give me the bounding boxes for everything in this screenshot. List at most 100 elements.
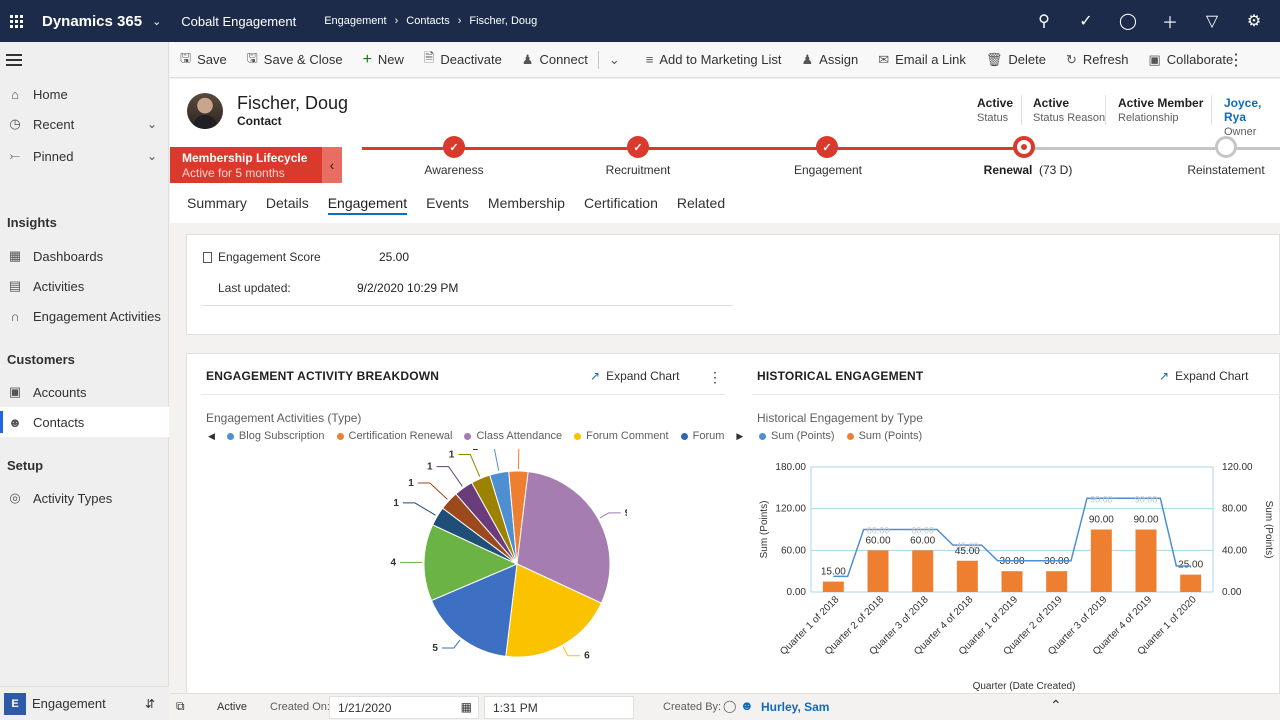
stage-awareness[interactable]: Awareness [424, 163, 484, 177]
tab-engagement[interactable]: Engagement [327, 183, 408, 223]
app-module-name[interactable]: Cobalt Engagement [181, 13, 297, 29]
pie-slice[interactable] [516, 471, 611, 604]
app-name[interactable]: Dynamics 365 [42, 12, 143, 30]
deactivate-button[interactable]: 🗎 Deactivate [424, 49, 502, 71]
stage-check-icon[interactable]: ✓ [816, 136, 838, 158]
open-in-window-icon[interactable]: ⧉ [176, 699, 185, 713]
stage-recruitment[interactable]: Recruitment [605, 163, 671, 177]
nav-item-pinned[interactable]: ⤚ Pinned ⌄ [0, 141, 169, 171]
area-switcher[interactable]: E Engagement ⇵ [0, 686, 169, 720]
filter-icon[interactable]: ▽ [1205, 13, 1219, 30]
combo-bar-line-chart[interactable]: 0.00 60.00 120.00 180.00 0.00 40.00 80.00 120.0… [752, 449, 1280, 694]
bar[interactable] [1046, 571, 1068, 592]
pie-leader-line [436, 466, 463, 487]
task-icon[interactable]: ✓ [1079, 13, 1093, 30]
created-by-link[interactable]: Hurley, Sam [761, 700, 830, 714]
chevron-down-icon[interactable]: ⌄ [146, 149, 157, 163]
stage-renewal[interactable]: Renewal (73 D) [984, 163, 1073, 177]
settings-icon[interactable]: ⚙ [1246, 13, 1262, 30]
connect-dropdown-button[interactable]: ⌄ [609, 52, 626, 68]
calendar-icon[interactable]: ▦ [460, 700, 472, 714]
chevron-left-icon[interactable]: ‹ [322, 147, 342, 183]
delete-button[interactable]: 🗑 Delete [986, 52, 1046, 68]
legend-item[interactable]: Forum [680, 430, 724, 442]
collaborate-button[interactable]: ▣ Collaborate [1148, 52, 1233, 68]
tab-events[interactable]: Events [426, 195, 469, 211]
more-options-icon[interactable]: ⋮ [708, 369, 722, 385]
bar[interactable] [1001, 571, 1023, 592]
legend-item[interactable]: Blog Subscription [226, 430, 325, 442]
stage-check-icon[interactable]: ✓ [627, 136, 649, 158]
plus-icon[interactable]: ＋ [1161, 15, 1178, 32]
search-icon[interactable]: ⚲ [1038, 13, 1050, 30]
nav-item-dashboards[interactable]: ▦ Dashboards [0, 241, 169, 271]
pie-slice[interactable] [505, 563, 603, 658]
nav-item-contacts[interactable]: ☻ Contacts [0, 407, 169, 437]
nav-item-accounts[interactable]: ▣ Accounts [0, 377, 169, 407]
more-commands-icon[interactable]: ⋮ [1228, 51, 1244, 69]
created-on-time-field[interactable]: 1:31 PM [484, 696, 634, 719]
legend-item[interactable]: Forum Comment [574, 430, 669, 442]
tab-membership[interactable]: Membership [487, 195, 565, 211]
new-button[interactable]: + New [363, 51, 404, 69]
expand-chart-button[interactable]: ↗ Expand Chart [590, 369, 679, 383]
app-launcher-icon[interactable] [0, 0, 32, 42]
chevron-down-icon[interactable]: ⌄ [152, 15, 162, 28]
pie-slice[interactable] [423, 524, 519, 602]
hamburger-menu-icon[interactable] [6, 54, 22, 66]
legend-item[interactable]: Sum (Points) [846, 430, 922, 442]
stage-reinstatement[interactable]: Reinstatement [1187, 163, 1265, 177]
nav-item-activity-types[interactable]: ◎ Activity Types [0, 483, 169, 513]
chevron-updown-icon[interactable]: ⇵ [144, 696, 155, 711]
nav-item-activities[interactable]: ▤ Activities [0, 271, 169, 301]
divider [752, 394, 1280, 395]
legend-item[interactable]: Sum (Points) [759, 430, 835, 442]
legend-next-icon[interactable]: ▶ [736, 430, 744, 441]
refresh-button[interactable]: ↻ Refresh [1066, 52, 1128, 68]
pie-chart[interactable]: 1196541111 [327, 449, 627, 694]
process-flag[interactable]: Membership Lifecycle Active for 5 months… [170, 147, 342, 183]
stage-check-icon[interactable]: ✓ [443, 136, 465, 158]
connect-button[interactable]: ♟ Connect [522, 52, 588, 68]
breadcrumb-item[interactable]: Contacts [406, 15, 450, 27]
nav-item-recent[interactable]: ◷ Recent ⌄ [0, 109, 169, 139]
tab-details[interactable]: Details [265, 195, 309, 211]
header-field-status-reason: Active Status Reason [1033, 96, 1105, 124]
bar[interactable] [956, 560, 978, 592]
stage-engagement[interactable]: Engagement [793, 163, 863, 177]
legend-prev-icon[interactable]: ◀ [208, 430, 215, 441]
tab-related[interactable]: Related [676, 195, 726, 211]
add-to-marketing-list-button[interactable]: ≡ Add to Marketing List [646, 52, 782, 67]
bar[interactable] [1180, 574, 1202, 592]
email-link-button[interactable]: ✉ Email a Link [878, 52, 966, 68]
stage-current-icon[interactable] [1013, 136, 1035, 158]
stage-future-icon[interactable] [1215, 136, 1237, 158]
bar[interactable] [1135, 529, 1157, 593]
expand-chart-button[interactable]: ↗ Expand Chart [1159, 369, 1248, 383]
chevron-down-icon[interactable]: ⌄ [146, 117, 157, 131]
breadcrumb-item[interactable]: Engagement [324, 15, 387, 27]
owner-link[interactable]: Joyce, Rya [1224, 96, 1262, 124]
legend-item[interactable]: Certification Renewal [336, 430, 452, 442]
created-on-date-field[interactable]: 1/21/2020 ▦ [329, 696, 479, 719]
save-close-button[interactable]: 🖫 Save & Close [247, 49, 343, 71]
nav-item-home[interactable]: ⌂ Home [0, 79, 169, 109]
bar[interactable] [822, 581, 844, 592]
pie-slice[interactable] [430, 563, 518, 657]
pie-data-label: 1 [427, 462, 433, 473]
bar[interactable] [1090, 529, 1112, 593]
legend-item[interactable]: Class Attendance [464, 430, 562, 442]
bar[interactable] [867, 550, 889, 592]
chevron-up-icon[interactable]: ⌃ [1050, 697, 1062, 713]
bar[interactable] [912, 550, 934, 592]
lightbulb-icon[interactable]: ◯ [1119, 13, 1137, 30]
pie-slice[interactable] [471, 474, 518, 565]
engagement-score-value[interactable]: 25.00 [379, 250, 410, 264]
assign-button[interactable]: ♟ Assign [802, 52, 859, 68]
tab-certification[interactable]: Certification [583, 195, 658, 211]
nav-item-engagement-activities[interactable]: ∩ Engagement Activities [0, 301, 169, 331]
line-series[interactable] [833, 497, 1191, 578]
save-button[interactable]: 🖫 Save [180, 49, 227, 71]
tab-summary[interactable]: Summary [187, 195, 247, 211]
pie-data-label: 1 [535, 449, 541, 451]
